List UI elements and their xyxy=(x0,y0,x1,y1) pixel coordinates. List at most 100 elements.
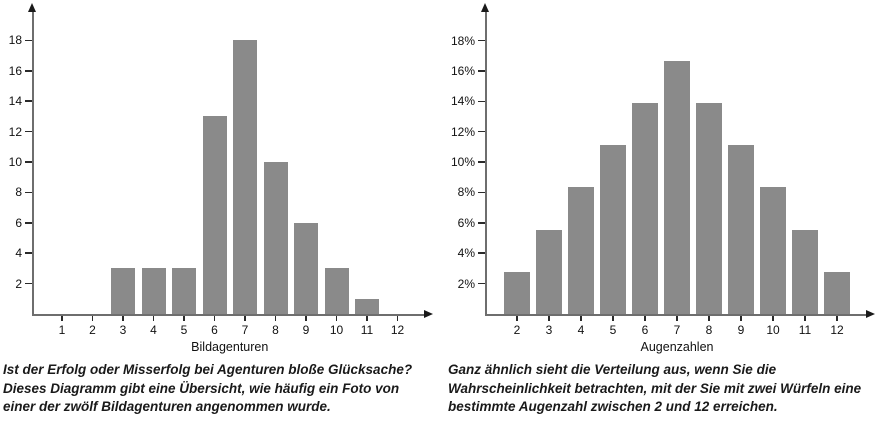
y-tick xyxy=(478,252,485,254)
x-axis xyxy=(485,314,866,316)
bar-5 xyxy=(172,268,196,314)
y-tick-label: 12 xyxy=(8,124,22,139)
x-tick xyxy=(516,315,518,321)
x-tick-label: 11 xyxy=(360,323,374,337)
bar-10 xyxy=(760,187,786,314)
y-tick xyxy=(478,39,485,42)
y-tick xyxy=(478,161,485,163)
bar-7 xyxy=(664,60,690,314)
y-axis-arrow-icon xyxy=(28,3,37,12)
x-tick-label: 12 xyxy=(830,323,844,337)
y-tick-label: 6% xyxy=(457,215,475,230)
x-axis-title: Bildagenturen xyxy=(191,340,269,354)
y-tick xyxy=(25,252,32,254)
x-tick-label: 10 xyxy=(329,323,344,337)
x-tick-label: 7 xyxy=(673,323,681,337)
y-tick xyxy=(25,191,32,194)
y-tick xyxy=(25,39,32,42)
y-tick-label: 10 xyxy=(8,155,22,169)
x-tick-label: 1 xyxy=(58,323,66,337)
x-tick xyxy=(213,315,216,321)
x-tick xyxy=(305,315,307,321)
x-tick-label: 5 xyxy=(609,323,617,337)
x-tick-label: 10 xyxy=(766,323,780,337)
y-tick xyxy=(25,70,32,72)
bar-2 xyxy=(504,271,530,314)
x-tick-label: 6 xyxy=(641,323,649,337)
x-axis xyxy=(32,314,424,316)
y-tick-label: 12% xyxy=(450,124,475,139)
x-tick xyxy=(335,315,338,321)
y-tick-label: 2% xyxy=(457,276,475,291)
x-tick-label: 7 xyxy=(241,323,249,337)
x-tick-label: 6 xyxy=(211,323,218,337)
y-tick-label: 18 xyxy=(8,33,22,48)
x-axis-arrow-icon xyxy=(424,310,433,319)
x-tick-label: 8 xyxy=(272,323,279,337)
bar-12 xyxy=(824,271,850,314)
y-tick-label: 16% xyxy=(450,63,475,78)
bar-9 xyxy=(294,222,318,314)
y-tick-label: 8% xyxy=(457,185,475,200)
bar-chart-augenzahlen: 2% 4% 6% 8% 10% 12% 14% 16% 18% 2 3 4 5 6 7 8 9 10 11 12 Aug… xyxy=(440,0,880,360)
y-tick xyxy=(25,161,32,163)
y-tick-label: 4% xyxy=(457,246,475,261)
y-tick xyxy=(25,100,32,102)
bar-6 xyxy=(632,103,658,314)
y-tick xyxy=(478,282,485,285)
bar-5 xyxy=(600,145,626,314)
y-tick xyxy=(25,282,32,285)
y-tick xyxy=(478,70,485,72)
x-tick-label: 3 xyxy=(119,323,127,337)
x-tick xyxy=(152,315,155,321)
y-tick-label: 8 xyxy=(15,185,22,200)
bar-8 xyxy=(696,103,722,314)
bar-chart-bildagenturen: 2 4 6 8 10 12 14 16 18 1 2 3 4 5 6 7 8 9 10 11 12 Bildagentur… xyxy=(0,0,440,360)
y-axis xyxy=(32,12,34,314)
x-axis-title: Augenzahlen xyxy=(640,340,714,354)
y-tick xyxy=(478,191,485,194)
x-tick-label: 11 xyxy=(798,323,812,337)
bar-8 xyxy=(263,162,288,314)
x-tick xyxy=(91,315,94,321)
x-tick xyxy=(548,315,550,321)
x-tick xyxy=(676,315,678,321)
x-tick xyxy=(740,315,742,321)
y-tick xyxy=(478,100,485,103)
x-tick-label: 9 xyxy=(737,323,745,337)
x-tick xyxy=(644,315,646,321)
x-tick xyxy=(612,315,614,321)
x-tick xyxy=(804,315,806,321)
bar-7 xyxy=(233,40,257,314)
x-tick-label: 3 xyxy=(545,323,553,337)
y-tick xyxy=(25,222,32,224)
x-tick-label: 5 xyxy=(180,323,188,337)
x-tick-label: 2 xyxy=(513,323,521,337)
x-tick xyxy=(580,315,582,321)
bar-10 xyxy=(324,268,349,314)
bar-11 xyxy=(355,298,379,314)
x-tick xyxy=(772,315,774,321)
x-tick xyxy=(122,315,124,321)
y-axis xyxy=(485,12,487,314)
bar-11 xyxy=(792,229,818,314)
y-tick-label: 6 xyxy=(15,215,22,230)
x-tick xyxy=(708,315,710,321)
bar-4 xyxy=(141,268,166,314)
bar-6 xyxy=(202,116,227,314)
bar-3 xyxy=(111,268,135,314)
x-tick xyxy=(274,315,277,321)
bar-3 xyxy=(536,229,562,314)
x-tick-label: 2 xyxy=(89,323,96,337)
x-tick-label: 9 xyxy=(302,323,310,337)
y-tick-label: 16 xyxy=(8,63,22,78)
x-axis-arrow-icon xyxy=(866,310,875,319)
x-tick xyxy=(836,315,838,321)
x-tick-label: 4 xyxy=(577,323,585,337)
x-tick xyxy=(183,315,185,321)
y-tick-label: 18% xyxy=(450,33,475,48)
x-tick xyxy=(61,315,63,321)
x-tick-label: 4 xyxy=(150,323,157,337)
bar-9 xyxy=(728,145,754,314)
y-tick-label: 14 xyxy=(8,94,22,109)
